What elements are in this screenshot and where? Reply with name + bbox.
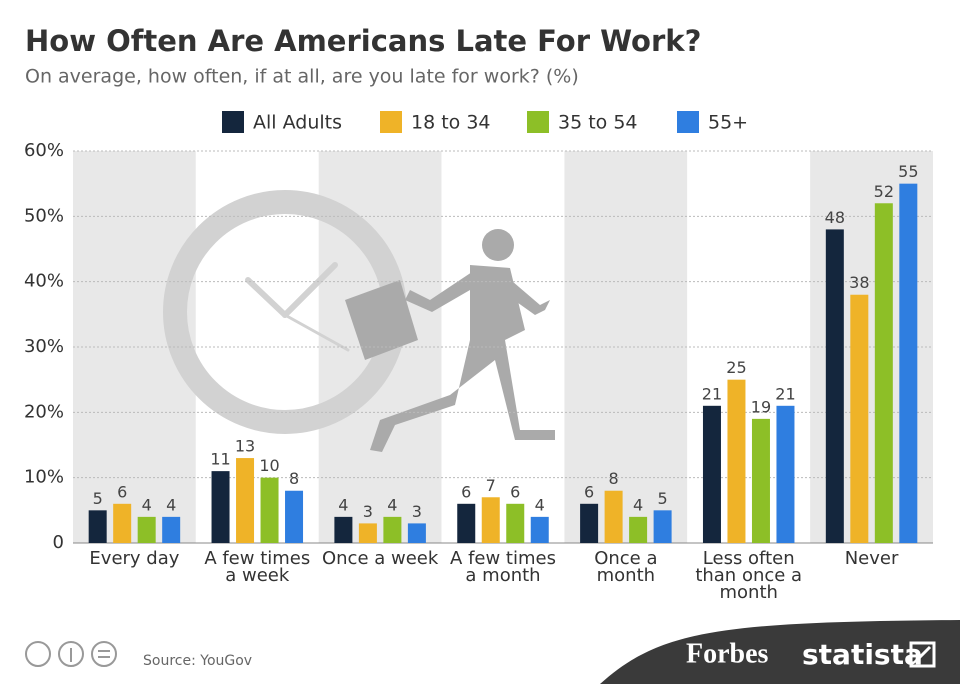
bar bbox=[727, 379, 746, 543]
bar bbox=[211, 471, 230, 543]
bar bbox=[285, 490, 304, 543]
y-tick-label: 60% bbox=[24, 140, 64, 161]
value-label: 4 bbox=[535, 495, 545, 514]
bar bbox=[751, 418, 770, 543]
clock-hand bbox=[282, 262, 338, 318]
y-tick-label: 30% bbox=[24, 336, 64, 357]
value-label: 52 bbox=[874, 182, 894, 201]
value-label: 4 bbox=[166, 495, 176, 514]
bar bbox=[358, 523, 377, 543]
value-label: 21 bbox=[775, 384, 795, 403]
value-label: 25 bbox=[726, 358, 746, 377]
bar bbox=[88, 510, 107, 543]
value-label: 21 bbox=[702, 384, 722, 403]
source: Source: YouGov bbox=[143, 653, 252, 669]
value-label: 6 bbox=[117, 482, 127, 501]
y-tick-label: 0 bbox=[53, 532, 64, 553]
brand-logo: Forbes bbox=[686, 638, 769, 669]
bar bbox=[629, 516, 648, 543]
bar bbox=[776, 405, 795, 543]
chart-subtitle: On average, how often, if at all, are yo… bbox=[25, 66, 579, 88]
chart-title: How Often Are Americans Late For Work? bbox=[25, 24, 701, 58]
bar bbox=[653, 510, 672, 543]
bar bbox=[506, 503, 525, 543]
bar bbox=[162, 516, 181, 543]
bar bbox=[850, 294, 869, 543]
value-label: 8 bbox=[289, 469, 299, 488]
value-label: 48 bbox=[825, 208, 845, 227]
legend-label: 55+ bbox=[708, 112, 748, 134]
value-label: 5 bbox=[93, 489, 103, 508]
legend-swatch bbox=[527, 111, 549, 133]
legend-swatch bbox=[677, 111, 699, 133]
x-tick-label: Never bbox=[844, 548, 899, 569]
illustration bbox=[163, 190, 555, 452]
y-tick-label: 50% bbox=[24, 205, 64, 226]
bar bbox=[604, 490, 623, 543]
x-tick-label: A few times a week bbox=[204, 548, 311, 586]
bar bbox=[580, 503, 599, 543]
value-label: 3 bbox=[363, 502, 373, 521]
bar bbox=[137, 516, 156, 543]
value-label: 5 bbox=[658, 489, 668, 508]
bar bbox=[407, 523, 426, 543]
value-label: 38 bbox=[849, 273, 869, 292]
legend-swatch bbox=[222, 111, 244, 133]
bar bbox=[825, 229, 844, 543]
value-label: 4 bbox=[142, 495, 152, 514]
footer-band bbox=[600, 620, 960, 684]
value-label: 3 bbox=[412, 502, 422, 521]
value-label: 6 bbox=[461, 482, 471, 501]
x-tick-label: Once a week bbox=[321, 548, 439, 569]
bar bbox=[260, 477, 279, 543]
bar bbox=[874, 203, 893, 543]
value-label: 4 bbox=[633, 495, 643, 514]
value-label: 7 bbox=[486, 476, 496, 495]
x-tick-label: Once a month bbox=[594, 548, 658, 586]
runner bbox=[345, 229, 555, 452]
value-label: 10 bbox=[259, 456, 279, 475]
legend-label: 18 to 34 bbox=[411, 112, 491, 134]
value-label: 8 bbox=[609, 469, 619, 488]
value-label: 4 bbox=[387, 495, 397, 514]
x-tick-label: Less often than once a month bbox=[695, 548, 803, 603]
brand-logo: statista bbox=[802, 638, 923, 671]
license-icons bbox=[25, 641, 117, 667]
bar bbox=[899, 183, 918, 543]
bar bbox=[113, 503, 132, 543]
bar bbox=[481, 497, 500, 543]
value-label: 4 bbox=[338, 495, 348, 514]
value-label: 6 bbox=[510, 482, 520, 501]
clock-hand bbox=[245, 277, 288, 318]
y-tick-label: 40% bbox=[24, 271, 64, 292]
bar bbox=[530, 516, 549, 543]
bar bbox=[334, 516, 353, 543]
legend-label: All Adults bbox=[253, 112, 342, 134]
bar bbox=[236, 458, 255, 543]
x-tick-label: Every day bbox=[89, 548, 180, 569]
y-tick-label: 10% bbox=[24, 467, 64, 488]
legend-swatch bbox=[380, 111, 402, 133]
legend-label: 35 to 54 bbox=[558, 112, 638, 134]
y-tick-label: 20% bbox=[24, 401, 64, 422]
x-tick-label: A few times a month bbox=[450, 548, 556, 586]
value-label: 6 bbox=[584, 482, 594, 501]
bar bbox=[457, 503, 476, 543]
bar bbox=[702, 405, 721, 543]
bar bbox=[383, 516, 402, 543]
value-label: 11 bbox=[210, 450, 230, 469]
clock-hand bbox=[283, 313, 350, 352]
value-label: 19 bbox=[751, 397, 771, 416]
brand-icon bbox=[909, 641, 936, 668]
value-label: 55 bbox=[898, 162, 918, 181]
value-label: 13 bbox=[235, 437, 255, 456]
